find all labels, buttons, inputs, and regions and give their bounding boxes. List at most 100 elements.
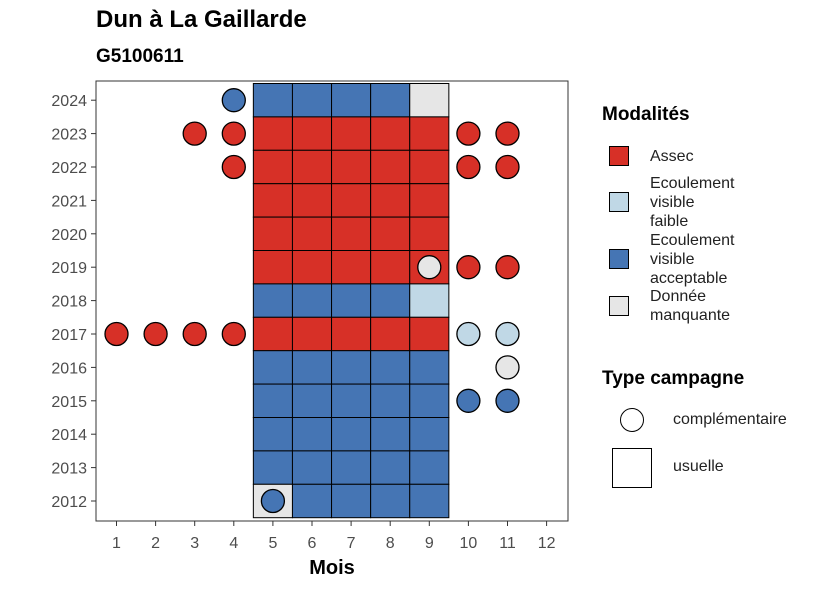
legend-modalites-title: Modalités	[602, 104, 690, 125]
legend-type-title: Type campagne	[602, 368, 745, 389]
tile-2013-9	[409, 450, 450, 485]
tile-2022-5	[252, 149, 293, 185]
point-2022-10	[456, 154, 481, 180]
tile-2021-9	[409, 183, 450, 218]
tile-2022-7	[331, 149, 372, 185]
y-tick-label-2014: 2014	[51, 427, 87, 444]
x-tick-label-5: 5	[268, 535, 277, 552]
tile-2017-5	[252, 316, 293, 352]
x-tick-label-6: 6	[308, 535, 317, 552]
tile-2023-8	[370, 116, 411, 151]
tile-2019-5	[252, 250, 293, 285]
point-2017-2	[143, 321, 168, 347]
tile-2021-7	[331, 183, 372, 218]
point-2017-11	[495, 321, 520, 347]
tile-2014-7	[331, 417, 372, 452]
tile-2014-5	[252, 417, 293, 452]
tile-2014-9	[409, 417, 450, 452]
tile-2014-6	[291, 417, 333, 452]
x-tick-label-3: 3	[190, 535, 199, 552]
point-2017-1	[104, 321, 129, 347]
legend-label-manquante: Donnée manquante	[650, 288, 731, 324]
legend-swatch-acceptable	[609, 249, 629, 269]
tile-2023-7	[331, 116, 372, 151]
tile-2017-6	[291, 316, 333, 352]
x-tick-label-7: 7	[347, 535, 356, 552]
legend-label-assec: Assec	[650, 148, 694, 165]
tile-2012-6	[291, 483, 333, 519]
point-2019-11	[495, 255, 520, 280]
x-tick-label-4: 4	[229, 535, 238, 552]
chart-subtitle: G5100611	[96, 46, 184, 67]
tile-2019-7	[331, 250, 372, 285]
tile-2021-6	[291, 183, 333, 218]
y-tick-label-2020: 2020	[51, 227, 87, 244]
tile-2018-7	[331, 283, 372, 318]
tile-2015-7	[331, 383, 372, 419]
tile-2020-5	[252, 216, 293, 252]
legend-swatch-faible	[609, 192, 629, 212]
tile-2024-9	[409, 83, 450, 118]
tile-2015-5	[252, 383, 293, 419]
tile-2016-7	[331, 350, 372, 385]
point-2017-10	[456, 321, 481, 347]
legend-square-usuelle	[612, 448, 652, 488]
legend-circle-complementaire	[620, 408, 644, 432]
chart-title: Dun à La Gaillarde	[96, 6, 307, 33]
tile-2018-8	[370, 283, 411, 318]
point-2024-4	[221, 88, 246, 113]
tile-2017-8	[370, 316, 411, 352]
point-2023-4	[221, 121, 246, 146]
tile-2024-6	[291, 83, 333, 118]
tile-2016-5	[252, 350, 293, 385]
y-tick-label-2024: 2024	[51, 93, 87, 110]
y-tick-label-2021: 2021	[51, 193, 87, 210]
tile-2019-8	[370, 250, 411, 285]
point-2015-11	[495, 388, 520, 413]
point-2019-10	[456, 255, 481, 280]
tile-2013-7	[331, 450, 372, 485]
y-tick-label-2018: 2018	[51, 294, 87, 311]
y-tick-label-2019: 2019	[51, 260, 87, 277]
tile-2013-5	[252, 450, 293, 485]
legend-label-complementaire: complémentaire	[673, 411, 787, 428]
x-tick-label-8: 8	[386, 535, 395, 552]
tile-2016-8	[370, 350, 411, 385]
x-tick-label-11: 11	[499, 535, 516, 552]
tile-2012-8	[370, 483, 411, 519]
point-2017-3	[182, 321, 207, 347]
point-2012-5	[260, 488, 286, 514]
y-tick-label-2016: 2016	[51, 360, 87, 377]
tile-2015-9	[409, 383, 450, 419]
tile-2017-7	[331, 316, 372, 352]
y-tick-label-2013: 2013	[51, 461, 87, 478]
tile-2013-6	[291, 450, 333, 485]
y-tick-label-2012: 2012	[51, 494, 87, 511]
tile-2024-7	[331, 83, 372, 118]
tile-2018-6	[291, 283, 333, 318]
tile-2014-8	[370, 417, 411, 452]
x-tick-label-2: 2	[151, 535, 160, 552]
tile-2023-6	[291, 116, 333, 151]
point-2017-4	[221, 321, 246, 347]
tile-2018-5	[252, 283, 293, 318]
x-axis-title: Mois	[309, 557, 355, 579]
tile-2018-9	[409, 283, 450, 318]
legend-label-usuelle: usuelle	[673, 458, 724, 475]
legend-swatch-manquante	[609, 296, 629, 316]
tile-2021-8	[370, 183, 411, 218]
tile-2015-6	[291, 383, 333, 419]
tile-2023-5	[252, 116, 293, 151]
tile-2024-8	[370, 83, 411, 118]
tile-2015-8	[370, 383, 411, 419]
tile-2012-9	[409, 483, 450, 519]
x-tick-label-1: 1	[112, 535, 121, 552]
tile-2016-9	[409, 350, 450, 385]
point-2015-10	[456, 388, 481, 413]
y-tick-label-2015: 2015	[51, 394, 87, 411]
tile-2021-5	[252, 183, 293, 218]
tile-2022-8	[370, 149, 411, 185]
point-2019-9	[417, 255, 442, 280]
tile-2023-9	[409, 116, 450, 151]
legend-label-acceptable: Ecoulement visible acceptable	[650, 232, 735, 287]
